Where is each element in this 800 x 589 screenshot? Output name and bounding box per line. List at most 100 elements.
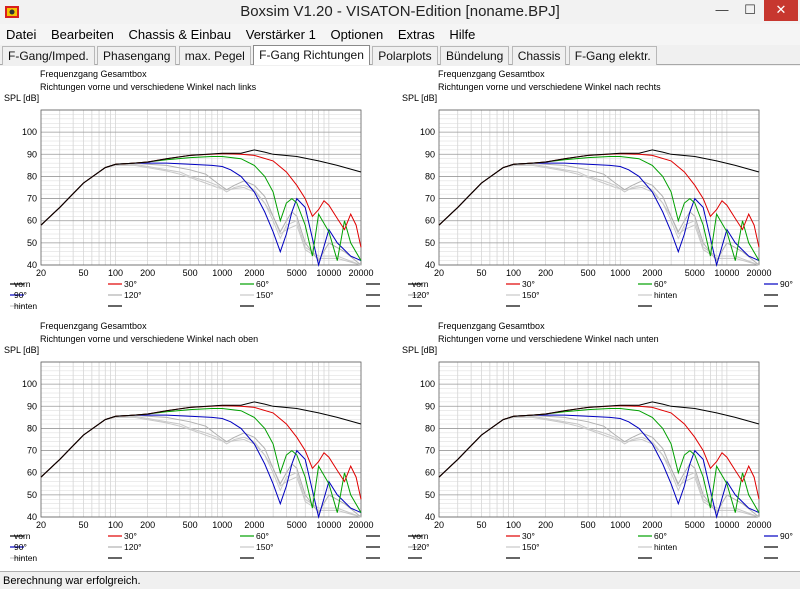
x-tick-label: 200 <box>538 520 553 530</box>
legend-label: 150° <box>522 290 540 300</box>
x-tick-label: 100 <box>108 268 123 278</box>
x-tick-label: 100 <box>506 268 521 278</box>
chart-panel-oben: 40 50 60 70 80 90 100 SPL [dB] 20 50 100 200 500 1000… <box>0 318 400 570</box>
legend-label: 120° <box>412 290 430 300</box>
y-tick-label: 60 <box>27 468 37 478</box>
chart-subtitle: Richtungen vorne und verschiedene Winkel… <box>40 334 259 344</box>
tab-polarplots[interactable]: Polarplots <box>372 46 438 65</box>
x-tick-label: 2000 <box>244 520 264 530</box>
legend-label: 90° <box>14 290 27 300</box>
tab-phasengang[interactable]: Phasengang <box>97 46 177 65</box>
x-tick-label: 20000 <box>348 268 373 278</box>
chart-subtitle: Richtungen vorne und verschiedene Winkel… <box>438 82 661 92</box>
x-tick-label: 10000 <box>316 268 341 278</box>
legend-label: hinten <box>654 542 677 552</box>
legend-label: 150° <box>256 542 274 552</box>
x-tick-label: 20 <box>434 520 444 530</box>
tab-fgang-imped[interactable]: F-Gang/Imped. <box>2 46 95 65</box>
legend-label: vorn <box>14 279 31 289</box>
y-tick-label: 50 <box>27 490 37 500</box>
menu-bearbeiten[interactable]: Bearbeiten <box>50 27 114 42</box>
y-tick-label: 40 <box>425 260 435 270</box>
legend-label: hinten <box>14 553 37 563</box>
y-axis-label: SPL [dB] <box>4 345 39 355</box>
x-tick-label: 20000 <box>746 268 771 278</box>
legend-label: 90° <box>780 279 793 289</box>
minimize-button[interactable]: — <box>715 2 729 17</box>
y-tick-label: 70 <box>27 194 37 204</box>
frequency-response-plot: 40 50 60 70 80 90 100 SPL [dB] 20 50 100 200 500 1000… <box>4 345 380 563</box>
x-tick-label: 500 <box>183 268 198 278</box>
y-tick-label: 80 <box>27 423 37 433</box>
legend-label: vorn <box>412 279 429 289</box>
tab-fgang-richtungen[interactable]: F-Gang Richtungen <box>253 45 370 65</box>
legend-label: hinten <box>14 301 37 311</box>
x-tick-label: 2000 <box>244 268 264 278</box>
plot-frame <box>438 361 760 518</box>
x-tick-label: 100 <box>506 520 521 530</box>
legend-label: 90° <box>780 531 793 541</box>
x-tick-label: 5000 <box>287 268 307 278</box>
legend-label: 90° <box>14 542 27 552</box>
y-tick-label: 40 <box>425 512 435 522</box>
frequency-response-plot: 40 50 60 70 80 90 100 SPL [dB] 20 50 100 200 500 1000… <box>4 93 380 311</box>
tab-chassis[interactable]: Chassis <box>511 46 567 65</box>
y-tick-label: 80 <box>425 171 435 181</box>
x-tick-label: 5000 <box>287 520 307 530</box>
x-tick-label: 10000 <box>714 520 739 530</box>
plot-frame <box>438 109 760 266</box>
chart-title: Frequenzgang Gesamtbox <box>438 321 545 331</box>
legend-label: 30° <box>522 531 535 541</box>
y-tick-label: 40 <box>27 512 37 522</box>
legend-label: hinten <box>654 290 677 300</box>
menu-bar: Datei Bearbeiten Chassis & Einbau Verstä… <box>0 24 800 45</box>
chart-subtitle: Richtungen vorne und verschiedene Winkel… <box>438 334 659 344</box>
x-tick-label: 20 <box>36 268 46 278</box>
menu-datei[interactable]: Datei <box>6 27 37 42</box>
menu-chassis-einbau[interactable]: Chassis & Einbau <box>128 27 232 42</box>
legend-label: 120° <box>124 542 142 552</box>
x-tick-label: 10000 <box>316 520 341 530</box>
menu-hilfe[interactable]: Hilfe <box>449 27 476 42</box>
tab-max-pegel[interactable]: max. Pegel <box>178 46 251 65</box>
menu-optionen[interactable]: Optionen <box>330 27 384 42</box>
y-tick-label: 50 <box>425 238 435 248</box>
maximize-button[interactable]: ☐ <box>744 2 756 17</box>
menu-verstaerker[interactable]: Verstärker 1 <box>245 27 316 42</box>
x-tick-label: 5000 <box>685 268 705 278</box>
x-tick-label: 20000 <box>746 520 771 530</box>
chart-title: Frequenzgang Gesamtbox <box>438 69 545 79</box>
x-tick-label: 100 <box>108 520 123 530</box>
x-tick-label: 10000 <box>714 268 739 278</box>
legend-label: 30° <box>124 531 137 541</box>
legend-label: vorn <box>412 531 429 541</box>
tab-buendelung[interactable]: Bündelung <box>439 46 510 65</box>
close-button[interactable]: ✕ <box>764 0 798 21</box>
menu-extras[interactable]: Extras <box>397 27 435 42</box>
y-tick-label: 100 <box>22 127 37 137</box>
y-axis-label: SPL [dB] <box>402 93 437 103</box>
tab-fgang-elektr[interactable]: F-Gang elektr. <box>568 46 657 65</box>
legend-label: 60° <box>654 279 667 289</box>
window-title: Boxsim V1.20 - VISATON-Edition [noname.B… <box>240 3 560 20</box>
legend-label: 30° <box>124 279 137 289</box>
y-tick-label: 100 <box>420 127 435 137</box>
y-axis-label: SPL [dB] <box>402 345 437 355</box>
x-tick-label: 2000 <box>642 520 662 530</box>
legend-label: 150° <box>522 542 540 552</box>
chart-title: Frequenzgang Gesamtbox <box>40 69 147 79</box>
x-tick-label: 50 <box>78 520 88 530</box>
x-tick-label: 50 <box>476 268 486 278</box>
x-tick-label: 200 <box>140 520 155 530</box>
y-tick-label: 90 <box>425 401 435 411</box>
chart-panel-links: 40 50 60 70 80 90 100 SPL [dB] 20 50 100 200 500 1000… <box>0 66 400 318</box>
frequency-response-plot: 40 50 60 70 80 90 100 SPL [dB] 20 50 100 200 500 1000… <box>402 345 793 559</box>
chart-title: Frequenzgang Gesamtbox <box>40 321 147 331</box>
chart-panel-unten: 40 50 60 70 80 90 100 SPL [dB] 20 50 100 200 500 1000… <box>398 318 798 570</box>
y-tick-label: 80 <box>425 423 435 433</box>
chart-panel-rechts: 40 50 60 70 80 90 100 SPL [dB] 20 50 100 200 500 1000… <box>398 66 798 318</box>
legend-label: 60° <box>256 279 269 289</box>
x-tick-label: 5000 <box>685 520 705 530</box>
y-tick-label: 100 <box>22 379 37 389</box>
frequency-response-plot: 40 50 60 70 80 90 100 SPL [dB] 20 50 100 200 500 1000… <box>402 93 793 307</box>
